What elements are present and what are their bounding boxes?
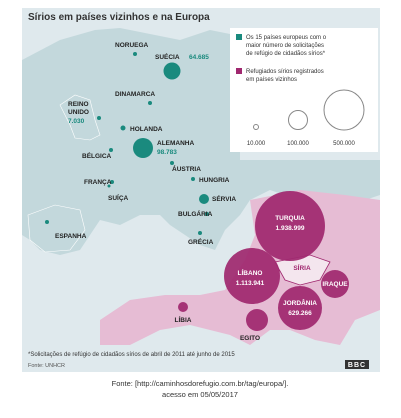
syria-region — [274, 254, 331, 286]
legend-circle — [323, 89, 365, 131]
marker — [178, 302, 188, 312]
marker — [97, 116, 101, 120]
logo: BBC — [348, 362, 366, 369]
source: Fonte: UNHCR — [28, 363, 65, 369]
marker — [199, 194, 209, 204]
g — [45, 52, 209, 235]
g — [178, 191, 349, 331]
marker — [45, 220, 49, 224]
legend-scale: 500.000 — [333, 141, 355, 147]
marker — [321, 270, 349, 298]
legend-text: de refúgio de cidadãos sírios* — [246, 51, 326, 57]
country-label: HOLANDA — [130, 126, 163, 133]
marker — [107, 184, 111, 188]
country-label: LÍBIA — [175, 315, 192, 324]
country-label: SÉRVIA — [212, 194, 236, 203]
country-label: ALEMANHA — [157, 140, 194, 147]
legend-box — [230, 28, 378, 152]
country-label: JORDÂNIA — [283, 298, 317, 307]
country-value: 64.685 — [189, 54, 209, 61]
country-label: EGITO — [240, 335, 260, 342]
country-label: GRÉCIA — [188, 237, 214, 246]
marker — [224, 248, 280, 304]
marker — [246, 309, 268, 331]
legend-text: Refugiados sírios registrados — [246, 69, 324, 75]
legend-text: em países vizinhos — [246, 77, 297, 83]
marker — [109, 148, 113, 152]
marker — [163, 62, 181, 80]
country-label: ESPANHA — [55, 233, 87, 240]
legend-text: Os 15 países europeus com o — [246, 35, 327, 41]
marker — [170, 161, 174, 165]
country-label: IRAQUE — [322, 281, 348, 288]
legend-text: maior número de solicitações — [246, 43, 324, 49]
country-label: SUÍÇA — [108, 193, 129, 202]
country-label: DINAMARCA — [115, 91, 155, 98]
marker — [133, 52, 137, 56]
britain — [59, 94, 101, 141]
marker — [148, 101, 152, 105]
legend-scale: 100.000 — [287, 141, 309, 147]
marker — [255, 191, 325, 261]
country-value: 1.938.999 — [276, 225, 305, 232]
legend-swatch-neighbors — [236, 68, 242, 74]
marker — [133, 138, 153, 158]
marker — [205, 212, 209, 216]
country-label: BÉLGICA — [82, 151, 112, 160]
title: Sírios em países vizinhos e na Europa — [28, 12, 210, 23]
legend-scale: 10.000 — [247, 141, 266, 147]
logo-box — [345, 360, 369, 369]
marker — [198, 231, 202, 235]
country-label: LÍBANO — [238, 268, 263, 277]
country-label: HUNGRIA — [199, 177, 230, 184]
country-label: NORUEGA — [115, 42, 149, 49]
legend-swatch-europe — [236, 34, 242, 40]
country-value: 98.783 — [157, 149, 177, 156]
country-label: SUÉCIA — [155, 52, 180, 61]
legend-circle — [288, 110, 308, 130]
europe-land — [22, 28, 380, 255]
iberia — [27, 204, 86, 253]
legend-circle — [253, 124, 259, 130]
country-value: 7.030 — [68, 118, 85, 125]
country-label: REINO — [68, 101, 89, 108]
marker — [191, 177, 195, 181]
country-value: 1.113.941 — [236, 280, 265, 287]
marker — [120, 125, 126, 131]
country-label: ÁUSTRIA — [172, 164, 201, 173]
country-label: BULGÁRIA — [178, 209, 213, 218]
caption: acesso em 05/05/2017 — [162, 390, 238, 399]
country-label: FRANÇA — [84, 179, 112, 186]
marker — [110, 180, 114, 184]
country-label: TURQUIA — [275, 215, 305, 222]
country-value: 629.266 — [288, 310, 312, 317]
country-label: SÍRIA — [293, 263, 311, 272]
caption: Fonte: [http://caminhosdorefugio.com.br/… — [112, 379, 289, 388]
country-label: UNIDO — [68, 109, 89, 116]
footnote: *Solicitações de refúgio de cidadãos sír… — [28, 352, 235, 358]
marker — [278, 286, 322, 330]
